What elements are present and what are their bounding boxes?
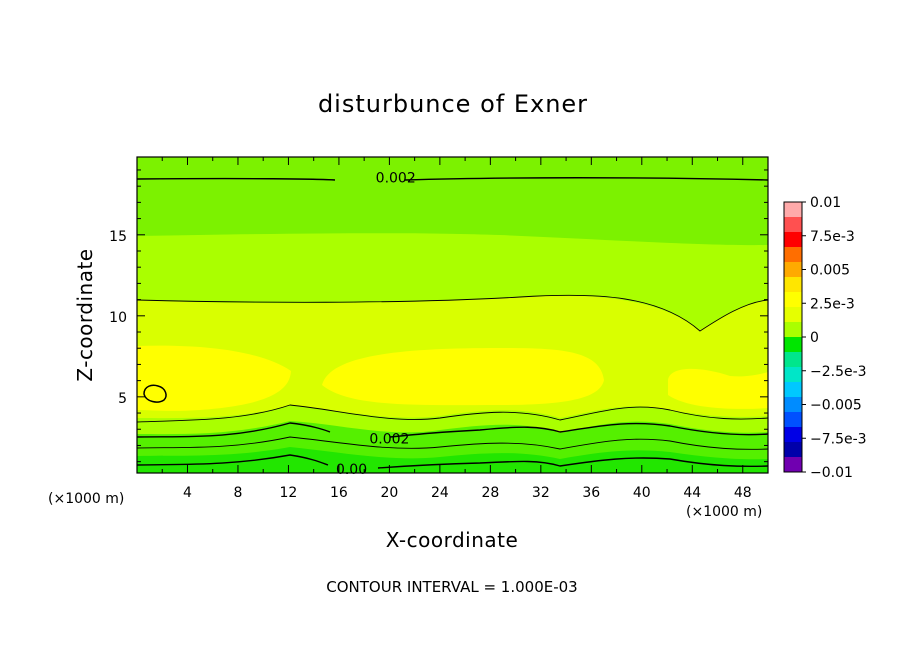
colorbar-segment [784,457,802,473]
colorbar-label: −0.01 [810,465,853,481]
contour-label: 0.00 [336,462,367,478]
x-tick-label: 16 [330,485,348,501]
colorbar-label: 2.5e-3 [810,296,855,312]
colorbar-label: −0.005 [810,398,862,414]
colorbar-segment [784,352,802,368]
colorbar-segment [784,202,802,218]
contour-fill-layer [137,157,768,473]
colorbar-label: 0.01 [810,195,841,211]
contour-interval-text: CONTOUR INTERVAL = 1.000E-03 [326,578,577,596]
y-axis-title: Z-coordinate [73,248,97,381]
y-tick-label: 5 [118,391,127,407]
x-tick-label: 28 [481,485,499,501]
x-axis-title: X-coordinate [386,528,519,552]
colorbar-segment [784,277,802,293]
plot-frame [136,156,769,474]
chart-title: disturbunce of Exner [318,90,588,118]
x-unit-note-right: (×1000 m) [686,504,762,520]
x-tick-label: 8 [233,485,242,501]
x-tick-label: 12 [280,485,298,501]
x-unit-note-left: (×1000 m) [48,491,124,507]
colorbar-segment [784,232,802,248]
fill-yellow-pocket-1 [137,345,291,411]
fill-yellow-pocket-3 [668,368,768,409]
contour-line-upper-mid [137,294,768,332]
y-tick-label: 10 [109,310,127,326]
fill-band-top-greenish [137,157,768,246]
colorbar-segment [784,217,802,233]
colorbar-label: 0 [810,330,819,346]
y-tick-label: 15 [109,229,127,245]
colorbar: 0.01 7.5e-3 0.005 2.5e-3 0 −2.5e-3 −0.005 −7.5e… [783,195,867,481]
x-tick-label: 24 [431,485,449,501]
fill-low-band-3 [137,447,768,473]
fill-yellow-pocket-2 [322,348,604,406]
colorbar-segment [784,442,802,458]
x-tick-label: 40 [633,485,651,501]
contour-line-low-2 [137,422,768,438]
x-axis: 4 8 12 16 20 24 28 32 36 40 44 48 [161,157,752,501]
x-tick-label: 4 [183,485,192,501]
colorbar-segment [784,367,802,383]
contour-line-low-3 [137,436,768,450]
y-axis: 5 10 15 [109,169,768,463]
x-tick-label: 20 [380,485,398,501]
colorbar-segment [784,262,802,278]
contour-lines [137,177,768,469]
colorbar-segment [784,247,802,263]
colorbar-segment [784,292,802,308]
colorbar-segment [784,397,802,413]
colorbar-label: 0.005 [810,263,850,279]
colorbar-segment [784,427,802,443]
contour-line-low-4 [137,454,768,469]
x-tick-label: 48 [734,485,752,501]
contour-line-top [137,177,768,181]
colorbar-segment [784,412,802,428]
colorbar-segment [784,337,802,353]
x-tick-label: 44 [683,485,701,501]
x-tick-label: 36 [582,485,600,501]
contour-closed-loop [143,384,167,403]
colorbar-segment [784,382,802,398]
colorbar-label: −7.5e-3 [810,431,867,447]
contour-line-low-1 [137,404,768,423]
colorbar-label: −2.5e-3 [810,364,867,380]
colorbar-segment [784,322,802,338]
colorbar-segment [784,307,802,323]
contour-label: 0.002 [376,170,416,186]
x-tick-label: 32 [532,485,550,501]
colorbar-label: 7.5e-3 [810,229,855,245]
contour-label: 0.002 [369,431,409,447]
